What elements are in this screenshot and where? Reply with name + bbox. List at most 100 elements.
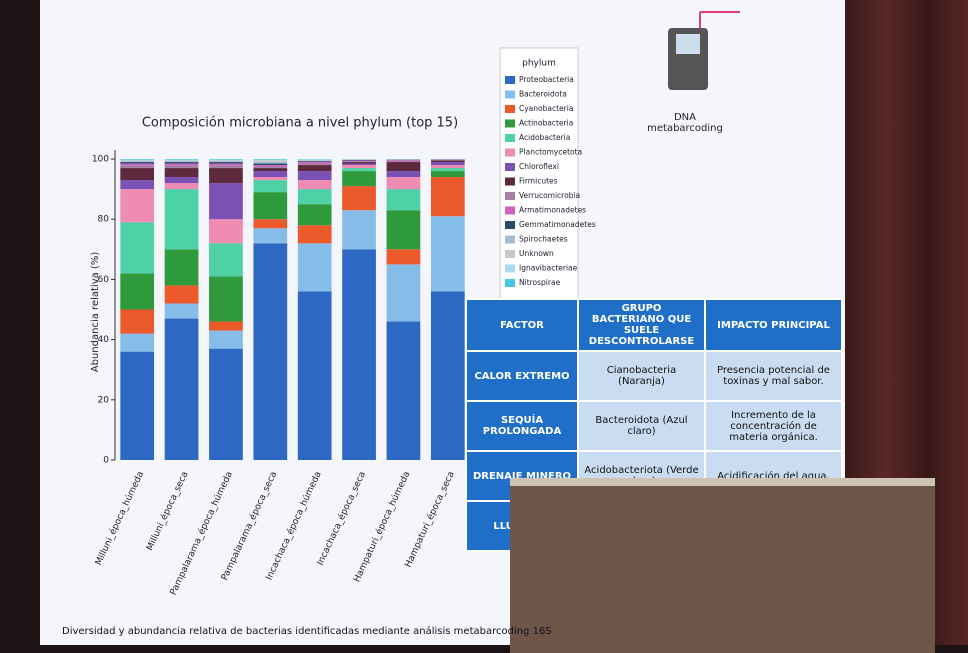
bar-segment — [165, 162, 199, 164]
bar-segment — [120, 180, 154, 189]
bar-segment — [298, 189, 332, 204]
bar-segment — [342, 249, 376, 460]
bar-segment — [431, 162, 465, 165]
bar-segment — [431, 177, 465, 216]
table-cell: Cianobacteria (Naranja) — [578, 351, 705, 401]
bar-segment — [431, 168, 465, 171]
x-tick-label: Incachaca_época_seca — [315, 470, 368, 567]
bar-segment — [298, 161, 332, 162]
bar-segment — [431, 160, 465, 161]
bar-segment — [387, 210, 421, 249]
bar-segment — [298, 243, 332, 291]
bar-segment — [387, 171, 421, 177]
bar-segment — [298, 164, 332, 166]
legend-label: Bacteroidota — [519, 90, 567, 99]
legend-swatch — [505, 236, 515, 244]
bar-segment — [165, 164, 199, 166]
bar-segment — [253, 160, 287, 161]
bar-segment — [342, 210, 376, 249]
chart-title: Composición microbiana a nivel phylum (t… — [142, 116, 458, 131]
bar-segment — [298, 291, 332, 460]
legend-swatch — [505, 250, 515, 258]
bar-segment — [431, 216, 465, 291]
factor-cell: CALOR EXTREMO — [466, 351, 578, 401]
bar-segment — [387, 264, 421, 321]
legend-swatch — [505, 221, 515, 229]
bar-segment — [253, 192, 287, 219]
x-tick-label: Hampaturi_época_seca — [403, 470, 457, 569]
bar-segment — [431, 171, 465, 177]
bar-segment — [120, 162, 154, 164]
y-tick-label: 0 — [103, 456, 109, 466]
legend-title: phylum — [522, 59, 556, 69]
legend-label: Firmicutes — [519, 177, 558, 186]
legend-box — [500, 48, 578, 300]
bar-segment — [253, 243, 287, 460]
bar-segment — [165, 285, 199, 303]
y-axis-label: Abundancia relativa (%) — [90, 252, 101, 373]
caption: Diversidad y abundancia relativa de bact… — [62, 626, 552, 637]
bar-segment — [165, 303, 199, 318]
legend-label: Acidobacteria — [519, 133, 570, 142]
header-cell: GRUPO BACTERIANO QUE SUELE DESCONTROLARS… — [578, 299, 705, 351]
legend-label: Chloroflexi — [519, 162, 559, 171]
bar-segment — [253, 165, 287, 167]
bar-segment — [120, 161, 154, 162]
legend-label: Armatimonadetes — [519, 206, 586, 215]
bar-segment — [342, 162, 376, 164]
legend-label: Actinobacteria — [519, 119, 573, 128]
legend-swatch — [505, 76, 515, 84]
legend-label: Spirochaetes — [519, 235, 568, 244]
legend-label: Nitrospirae — [519, 278, 561, 287]
bar-segment — [120, 160, 154, 161]
podium — [510, 478, 935, 653]
sequencer-screen — [676, 34, 700, 54]
bar-segment — [120, 159, 154, 160]
bar-segment — [120, 352, 154, 460]
bar-segment — [253, 167, 287, 169]
bar-segment — [387, 162, 421, 171]
legend-label: Unknown — [519, 249, 554, 258]
bar-segment — [298, 161, 332, 162]
bar-segment — [209, 183, 243, 219]
y-tick-label: 20 — [98, 395, 110, 405]
bar-segment — [342, 161, 376, 162]
legend-swatch — [505, 178, 515, 186]
factor-cell: SEQUÍA PROLONGADA — [466, 401, 578, 451]
bar-segment — [120, 310, 154, 334]
bar-segment — [342, 160, 376, 161]
bar-segment — [342, 168, 376, 171]
bar-segment — [209, 276, 243, 321]
legend-swatch — [505, 134, 515, 142]
y-tick-label: 40 — [98, 335, 110, 345]
bar-segment — [387, 160, 421, 161]
table-cell: Presencia potencial de toxinas y mal sab… — [705, 351, 842, 401]
bar-segment — [298, 162, 332, 164]
table-cell: Bacteroidota (Azul claro) — [578, 401, 705, 451]
bar-segment — [298, 160, 332, 161]
bar-segment — [209, 165, 243, 168]
header-cell: IMPACTO PRINCIPAL — [705, 299, 842, 351]
x-tick-label: Milluni_época_seca — [144, 470, 190, 553]
bar-segment — [120, 189, 154, 222]
bar-segment — [120, 165, 154, 168]
bar-segment — [253, 168, 287, 171]
legend-swatch — [505, 163, 515, 171]
y-tick-label: 100 — [92, 155, 109, 165]
bar-segment — [209, 159, 243, 160]
bar-segment — [387, 189, 421, 210]
header-cell: FACTOR — [466, 299, 578, 351]
bar-segment — [165, 177, 199, 183]
legend-swatch — [505, 279, 515, 287]
bar-segment — [209, 160, 243, 161]
bar-segment — [431, 165, 465, 168]
bar-segment — [165, 249, 199, 285]
legend-swatch — [505, 149, 515, 157]
bar-segment — [209, 349, 243, 460]
bar-segment — [209, 219, 243, 243]
bar-segment — [165, 168, 199, 177]
